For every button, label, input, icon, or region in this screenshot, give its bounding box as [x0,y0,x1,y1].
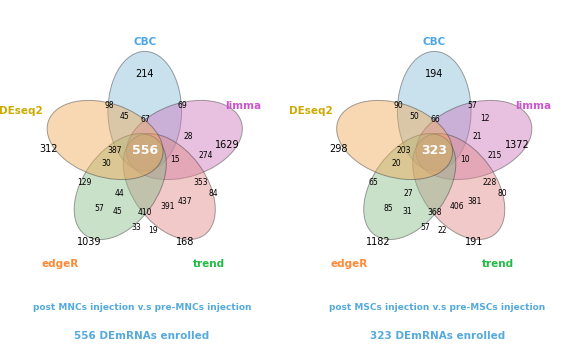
Ellipse shape [126,101,243,179]
Ellipse shape [47,101,163,179]
Text: 1039: 1039 [77,237,101,247]
Ellipse shape [336,101,453,179]
Ellipse shape [416,101,532,179]
Text: 45: 45 [120,112,130,121]
Text: 57: 57 [94,204,104,213]
Text: edgeR: edgeR [41,259,79,269]
Text: 90: 90 [394,101,404,110]
Ellipse shape [108,51,182,171]
Text: 28: 28 [183,132,193,141]
Text: 1182: 1182 [367,237,391,247]
Text: 33: 33 [131,223,141,232]
Text: 298: 298 [329,144,347,154]
Text: 215: 215 [488,151,502,160]
Ellipse shape [123,133,215,240]
Text: edgeR: edgeR [331,259,368,269]
Text: 556: 556 [131,144,158,156]
Text: post MNCs injection v.s pre-MNCs injection: post MNCs injection v.s pre-MNCs injecti… [32,303,251,313]
Text: limma: limma [515,101,551,110]
Text: 80: 80 [497,189,507,198]
Text: post MSCs injection v.s pre-MSCs injection: post MSCs injection v.s pre-MSCs injecti… [329,303,545,313]
Text: 214: 214 [135,69,154,79]
Text: 19: 19 [148,226,158,235]
Text: limma: limma [225,101,262,110]
Text: 203: 203 [397,145,412,155]
Text: DEseq2: DEseq2 [0,106,43,116]
Text: 191: 191 [466,237,483,247]
Text: 194: 194 [425,69,444,79]
Text: 368: 368 [427,208,442,217]
Text: 85: 85 [383,204,393,213]
Text: 323: 323 [422,144,447,156]
Text: 65: 65 [369,177,379,187]
Ellipse shape [364,133,456,240]
Text: 45: 45 [113,207,122,216]
Text: 381: 381 [467,197,482,206]
Text: 1372: 1372 [505,139,529,149]
Ellipse shape [413,133,505,240]
Text: 274: 274 [198,151,212,160]
Text: 44: 44 [114,189,124,198]
Text: 228: 228 [483,177,497,187]
Text: trend: trend [482,259,514,269]
Text: 31: 31 [402,207,412,216]
Text: 391: 391 [160,202,175,211]
Text: 323 DEmRNAs enrolled: 323 DEmRNAs enrolled [369,331,505,341]
Ellipse shape [74,133,166,240]
Text: 50: 50 [409,112,419,121]
Text: 22: 22 [438,226,448,235]
Text: 410: 410 [137,208,152,217]
Text: 98: 98 [104,101,114,110]
Text: 1629: 1629 [215,139,240,149]
Text: 437: 437 [178,197,192,206]
Text: 57: 57 [467,101,477,110]
Text: 15: 15 [170,155,180,164]
Text: 21: 21 [472,132,482,141]
Text: 129: 129 [77,177,91,187]
Text: 20: 20 [391,159,401,169]
Text: 168: 168 [176,237,194,247]
Text: trend: trend [193,259,225,269]
Text: CBC: CBC [423,37,446,47]
Text: 66: 66 [431,115,440,124]
Text: 67: 67 [141,115,151,124]
Text: CBC: CBC [133,37,156,47]
Text: 10: 10 [460,155,470,164]
Text: 312: 312 [39,144,58,154]
Text: 12: 12 [480,114,490,122]
Text: DEseq2: DEseq2 [289,106,332,116]
Ellipse shape [397,51,471,171]
Text: 30: 30 [101,159,111,169]
Text: 387: 387 [108,145,122,155]
Text: 84: 84 [208,189,218,198]
Text: 27: 27 [404,189,413,198]
Text: 69: 69 [177,101,187,110]
Text: 406: 406 [450,202,464,211]
Text: 57: 57 [420,223,430,232]
Text: 556 DEmRNAs enrolled: 556 DEmRNAs enrolled [74,331,210,341]
Text: 353: 353 [193,177,208,187]
